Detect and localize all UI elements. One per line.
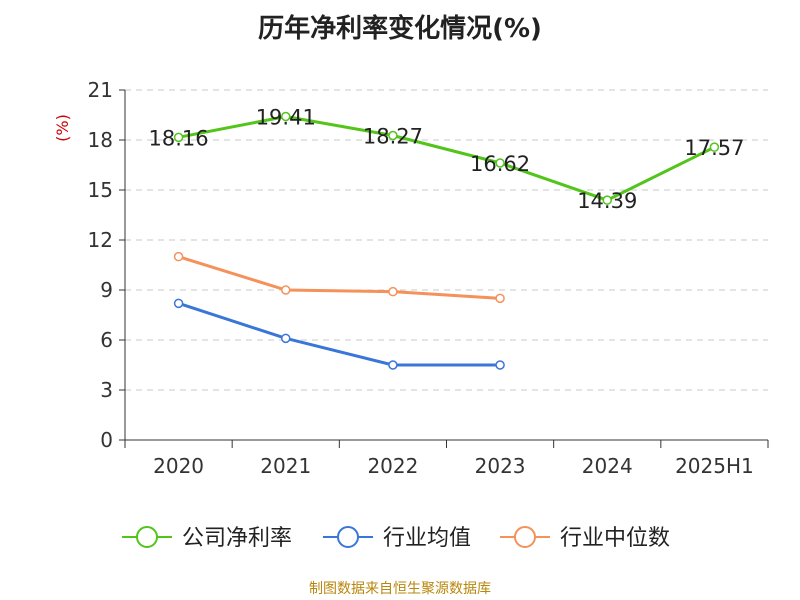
x-tick-label: 2024 [582, 454, 633, 478]
chart-title: 历年净利率变化情况(%) [258, 14, 542, 44]
legend-label: 公司净利率 [182, 526, 292, 551]
data-point [388, 130, 398, 141]
data-point [495, 360, 505, 370]
x-tick-label: 2020 [153, 454, 204, 478]
series-line [178, 115, 716, 202]
x-tick-label: 2021 [260, 454, 311, 478]
axes: 0 3 6 9 12 15 18 21 2020 2021 2022 2023 2024 2025H1 (%… [53, 78, 769, 478]
series-line [178, 255, 501, 300]
data-point [388, 360, 398, 370]
data-point [281, 333, 291, 344]
data-labels: 18.16 19.41 18.27 16.62 14.39 17.57 [149, 106, 745, 214]
legend-label: 行业均值 [383, 526, 471, 551]
legend: 公司净利率 行业均值 行业中位数 [122, 526, 670, 551]
x-tick-label: 2025H1 [675, 454, 754, 478]
data-label: 14.39 [577, 189, 637, 213]
data-point [281, 111, 291, 122]
y-tick-label: 21 [88, 78, 113, 102]
data-point [709, 142, 720, 152]
data-label: 18.27 [363, 125, 423, 149]
grid-lines [125, 89, 768, 391]
series-layer [173, 111, 720, 370]
data-point [388, 286, 398, 297]
y-tick-label: 0 [100, 428, 113, 452]
y-tick-label: 3 [100, 378, 113, 402]
data-point [495, 293, 505, 304]
legend-marker [136, 526, 158, 548]
x-tick-label: 2022 [367, 454, 418, 478]
legend-label: 行业中位数 [560, 526, 670, 551]
data-point [602, 195, 612, 205]
y-tick-label: 6 [100, 328, 113, 352]
data-point [173, 251, 184, 262]
data-label: 18.16 [149, 126, 209, 150]
y-tick-label: 15 [88, 178, 113, 202]
data-label: 19.41 [256, 106, 316, 130]
data-point [173, 132, 184, 143]
y-tick-label: 12 [88, 228, 113, 252]
legend-marker [337, 526, 359, 548]
data-label: 17.57 [684, 136, 744, 160]
data-point [495, 158, 505, 168]
data-label: 16.62 [470, 152, 530, 176]
y-tick-label: 18 [88, 128, 113, 152]
y-axis-unit-label: (%) [53, 114, 72, 142]
source-note: 制图数据来自恒生聚源数据库 [309, 581, 491, 597]
x-tick-label: 2023 [475, 454, 526, 478]
y-tick-label: 9 [100, 278, 113, 302]
data-point [281, 285, 291, 295]
legend-marker [514, 526, 536, 548]
data-point [173, 298, 184, 309]
series-line [178, 301, 501, 367]
